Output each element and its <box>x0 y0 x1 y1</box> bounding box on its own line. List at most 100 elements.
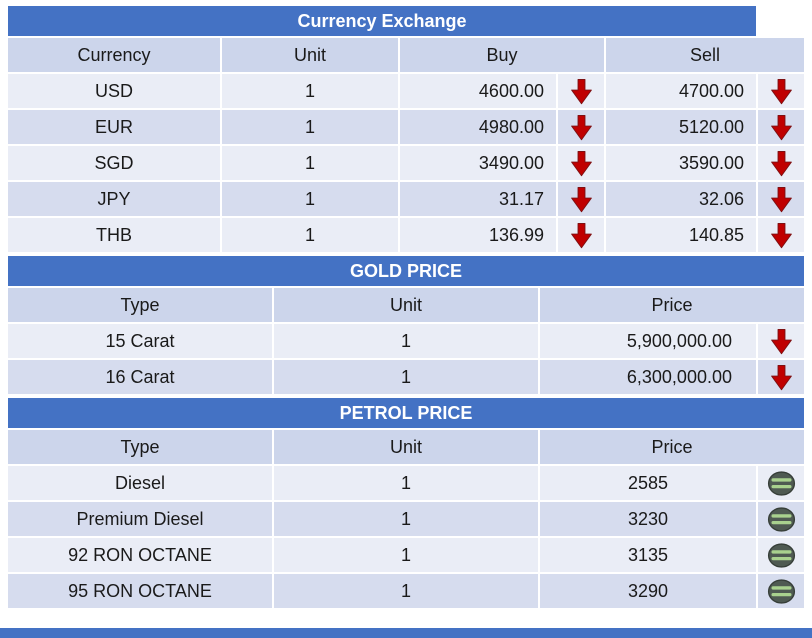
down-arrow-icon <box>570 222 593 249</box>
sell-value: 32.06 <box>606 182 757 216</box>
unit-value: 1 <box>222 182 398 216</box>
down-arrow-icon <box>570 78 593 105</box>
currency-name: EUR <box>8 110 220 144</box>
gold-price-value: 5,900,000.00 <box>540 324 756 358</box>
sell-trend-cell <box>758 74 805 108</box>
petrol-type: 92 RON OCTANE <box>8 538 272 572</box>
gold-type: 15 Carat <box>8 324 272 358</box>
price-trend-cell <box>758 538 805 572</box>
unit-value: 1 <box>222 146 398 180</box>
col-header-type: Type <box>8 288 272 322</box>
down-arrow-icon <box>570 186 593 213</box>
col-header-type: Type <box>8 430 272 464</box>
sell-trend-cell <box>758 218 805 252</box>
price-trend-cell <box>758 574 805 608</box>
table-row: 16 Carat 1 6,300,000.00 <box>8 360 805 394</box>
buy-trend-cell <box>558 146 604 180</box>
unit-value: 1 <box>222 218 398 252</box>
buy-value: 4600.00 <box>400 74 556 108</box>
table-row: EUR 1 4980.00 5120.00 <box>8 110 805 144</box>
down-arrow-icon <box>570 150 593 177</box>
buy-value: 3490.00 <box>400 146 556 180</box>
sell-value: 5120.00 <box>606 110 757 144</box>
unit-value: 1 <box>222 110 398 144</box>
gold-price-value: 6,300,000.00 <box>540 360 756 394</box>
sell-trend-cell <box>758 146 805 180</box>
currency-name: USD <box>8 74 220 108</box>
sell-trend-cell <box>758 110 805 144</box>
gold-price-title: GOLD PRICE <box>8 256 805 286</box>
flat-dash-icon <box>767 471 796 496</box>
buy-trend-cell <box>558 182 604 216</box>
col-header-price: Price <box>540 430 805 464</box>
sell-trend-cell <box>758 182 805 216</box>
price-trend-cell <box>758 502 805 536</box>
buy-value: 136.99 <box>400 218 556 252</box>
table-row: JPY 1 31.17 32.06 <box>8 182 805 216</box>
down-arrow-icon <box>770 186 793 213</box>
petrol-type: 95 RON OCTANE <box>8 574 272 608</box>
gold-price-title-row: GOLD PRICE <box>8 256 805 286</box>
down-arrow-icon <box>770 150 793 177</box>
down-arrow-icon <box>770 222 793 249</box>
price-trend-cell <box>758 324 805 358</box>
petrol-type: Premium Diesel <box>8 502 272 536</box>
petrol-price-table: PETROL PRICE Type Unit Price Diesel 1 25… <box>6 396 806 610</box>
petrol-price-value: 2585 <box>540 466 756 500</box>
col-header-unit: Unit <box>274 288 538 322</box>
currency-exchange-table: Currency Exchange Currency Unit Buy Sell… <box>6 4 806 254</box>
col-header-unit: Unit <box>274 430 538 464</box>
petrol-price-title-row: PETROL PRICE <box>8 398 805 428</box>
currency-exchange-title: Currency Exchange <box>8 6 757 36</box>
petrol-price-value: 3230 <box>540 502 756 536</box>
col-header-unit: Unit <box>222 38 398 72</box>
col-header-currency: Currency <box>8 38 220 72</box>
price-trend-cell <box>758 360 805 394</box>
petrol-price-title: PETROL PRICE <box>8 398 805 428</box>
unit-value: 1 <box>274 466 538 500</box>
down-arrow-icon <box>570 114 593 141</box>
flat-dash-icon <box>767 579 796 604</box>
sell-value: 4700.00 <box>606 74 757 108</box>
buy-value: 4980.00 <box>400 110 556 144</box>
down-arrow-icon <box>770 114 793 141</box>
currency-header-row: Currency Unit Buy Sell <box>8 38 805 72</box>
petrol-price-value: 3290 <box>540 574 756 608</box>
down-arrow-icon <box>770 328 793 355</box>
table-row: USD 1 4600.00 4700.00 <box>8 74 805 108</box>
table-row: THB 1 136.99 140.85 <box>8 218 805 252</box>
table-row: Premium Diesel 1 3230 <box>8 502 805 536</box>
sell-value: 3590.00 <box>606 146 757 180</box>
currency-name: JPY <box>8 182 220 216</box>
unit-value: 1 <box>274 574 538 608</box>
buy-value: 31.17 <box>400 182 556 216</box>
down-arrow-icon <box>770 364 793 391</box>
currency-name: THB <box>8 218 220 252</box>
flat-dash-icon <box>767 507 796 532</box>
unit-value: 1 <box>274 360 538 394</box>
unit-value: 1 <box>222 74 398 108</box>
buy-trend-cell <box>558 110 604 144</box>
flat-dash-icon <box>767 543 796 568</box>
table-row: 92 RON OCTANE 1 3135 <box>8 538 805 572</box>
table-row: Diesel 1 2585 <box>8 466 805 500</box>
sell-value: 140.85 <box>606 218 757 252</box>
gold-header-row: Type Unit Price <box>8 288 805 322</box>
col-header-sell: Sell <box>606 38 805 72</box>
petrol-header-row: Type Unit Price <box>8 430 805 464</box>
down-arrow-icon <box>770 78 793 105</box>
petrol-price-value: 3135 <box>540 538 756 572</box>
unit-value: 1 <box>274 538 538 572</box>
gold-price-table: GOLD PRICE Type Unit Price 15 Carat 1 5,… <box>6 254 806 396</box>
currency-name: SGD <box>8 146 220 180</box>
petrol-type: Diesel <box>8 466 272 500</box>
col-header-price: Price <box>540 288 805 322</box>
unit-value: 1 <box>274 502 538 536</box>
table-row: 15 Carat 1 5,900,000.00 <box>8 324 805 358</box>
gold-type: 16 Carat <box>8 360 272 394</box>
unit-value: 1 <box>274 324 538 358</box>
buy-trend-cell <box>558 74 604 108</box>
col-header-buy: Buy <box>400 38 604 72</box>
price-trend-cell <box>758 466 805 500</box>
